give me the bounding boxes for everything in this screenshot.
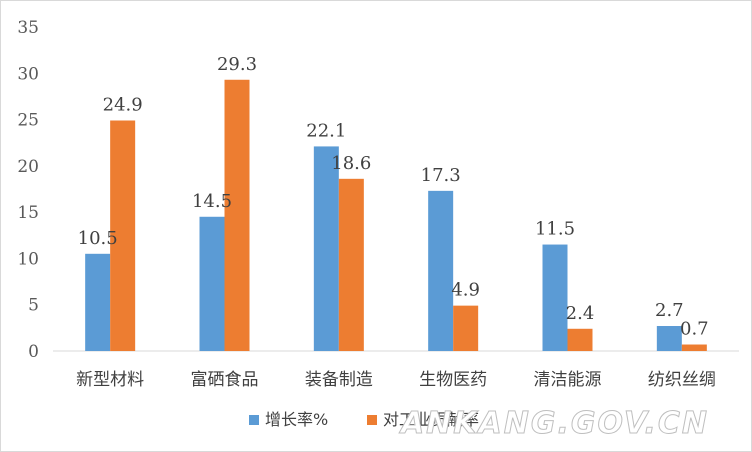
data-label: 11.5: [535, 219, 575, 240]
data-label: 2.7: [655, 300, 684, 321]
data-labels: 10.5 24.9 14.5 29.3 22.1 18.6 17.3 4.9 11.5 2.4 2.…: [78, 54, 709, 340]
legend: 增长率% 对工业贡献率: [249, 410, 479, 429]
data-label: 22.1: [306, 120, 346, 141]
category-label: 装备制造: [305, 370, 373, 390]
data-label: 10.5: [78, 228, 118, 249]
y-tick-label: 15: [17, 203, 39, 223]
bar-growth-rate: [313, 146, 339, 351]
category-label: 生物医药: [419, 370, 487, 390]
watermark: ANKANG.GOV.CN: [399, 406, 709, 441]
data-label: 0.7: [680, 319, 709, 340]
category-label: 纺织丝绸: [648, 370, 716, 390]
y-tick-label: 35: [17, 18, 39, 38]
legend-label: 增长率%: [265, 410, 328, 429]
category-labels: 新型材料 富硒食品 装备制造 生物医药 清洁能源 纺织丝绸: [76, 370, 716, 390]
data-label: 24.9: [103, 94, 143, 115]
legend-swatch: [367, 415, 377, 425]
y-tick-label: 10: [17, 249, 39, 269]
bar-contribution-rate: [681, 344, 707, 351]
bar-contribution-rate: [110, 120, 136, 351]
category-label: 富硒食品: [191, 370, 259, 390]
bar-growth-rate: [428, 190, 454, 351]
category-label: 清洁能源: [534, 370, 602, 390]
bar-growth-rate: [542, 244, 568, 351]
y-axis: 0 5 10 15 20 25 30 35: [17, 18, 39, 362]
y-tick-label: 0: [28, 342, 39, 362]
data-label: 17.3: [421, 165, 461, 186]
y-tick-label: 20: [17, 157, 39, 177]
bar-contribution-rate: [567, 328, 593, 351]
legend-label: 对工业贡献率: [383, 410, 479, 429]
bar-contribution-rate: [453, 305, 479, 351]
data-label: 18.6: [331, 153, 371, 174]
data-label: 29.3: [217, 54, 257, 75]
data-label: 14.5: [192, 191, 232, 212]
category-label: 新型材料: [76, 370, 144, 390]
data-label: 4.9: [451, 280, 480, 301]
legend-swatch: [249, 415, 259, 425]
y-tick-label: 25: [17, 111, 39, 131]
bar-contribution-rate: [338, 178, 364, 351]
bar-growth-rate: [656, 326, 682, 351]
y-tick-label: 30: [17, 64, 39, 84]
bar-growth-rate: [199, 216, 225, 351]
data-label: 2.4: [566, 303, 595, 324]
bars: [85, 79, 707, 351]
bar-growth-rate: [85, 253, 111, 351]
bar-contribution-rate: [224, 79, 250, 351]
y-tick-label: 5: [28, 296, 39, 316]
